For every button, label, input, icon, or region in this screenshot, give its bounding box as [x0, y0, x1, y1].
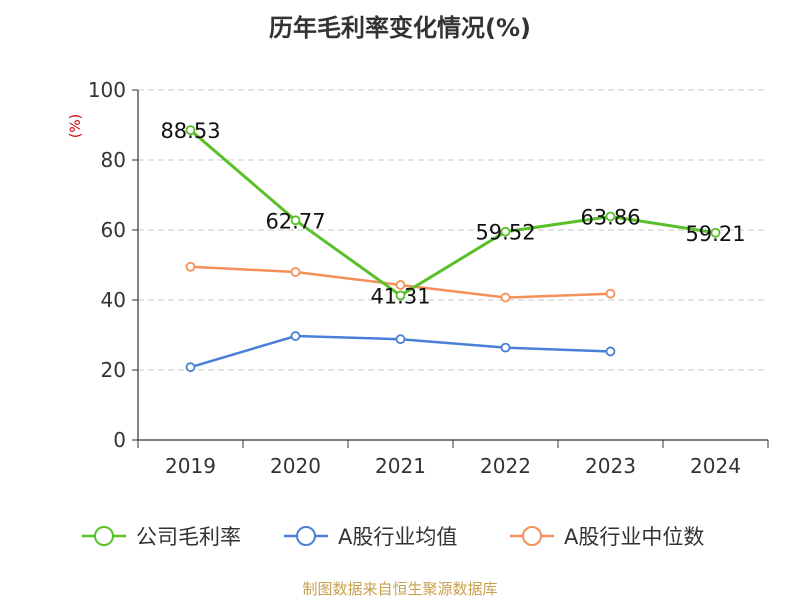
grid-lines — [138, 89, 768, 371]
y-tick-label: 20 — [101, 358, 126, 382]
data-point — [185, 125, 196, 136]
y-tick-label: 0 — [113, 428, 126, 452]
y-tick-label: 60 — [101, 218, 126, 242]
data-label: 62.77 — [265, 209, 325, 233]
x-tick-label: 2020 — [270, 454, 321, 478]
x-tick-label: 2021 — [375, 454, 426, 478]
series-lines — [185, 125, 721, 373]
axes: 0 20 40 60 80 100(%) 2019 2020 2021 2022 2023 2024 — [68, 78, 769, 478]
data-point — [500, 342, 511, 353]
data-label: 88.53 — [160, 119, 220, 143]
y-tick-label: 40 — [101, 288, 126, 312]
data-label: 41.31 — [370, 284, 430, 308]
legend-label: A股行业中位数 — [564, 525, 704, 549]
x-tick-label: 2024 — [690, 454, 741, 478]
data-label: 63.86 — [580, 205, 640, 229]
data-point — [605, 288, 616, 299]
data-point — [290, 215, 301, 226]
source-note: 制图数据来自恒生聚源数据库 — [302, 580, 498, 598]
data-labels: 88.53 62.77 41.31 59.52 63.86 59.21 — [160, 119, 745, 308]
data-point — [185, 261, 196, 272]
data-point — [500, 292, 511, 303]
data-label: 59.52 — [475, 221, 535, 245]
data-point — [185, 362, 196, 373]
series-line — [189, 129, 716, 297]
legend-marker — [296, 526, 316, 546]
data-point — [395, 290, 406, 301]
data-point — [710, 227, 721, 238]
legend-marker — [522, 526, 542, 546]
data-point — [290, 267, 301, 277]
x-tick-label: 2023 — [585, 454, 636, 478]
x-tick-label: 2022 — [480, 454, 531, 478]
y-tick-label: 80 — [101, 148, 126, 172]
data-point — [395, 280, 406, 290]
y-tick-label: 100 — [88, 78, 126, 102]
data-point — [290, 331, 301, 341]
legend: 公司毛利率 A股行业均值 A股行业中位数 — [82, 525, 704, 549]
chart-title: 历年毛利率变化情况(%) — [269, 14, 531, 42]
data-point — [500, 226, 511, 237]
data-point — [605, 211, 616, 222]
data-label: 59.21 — [685, 222, 745, 246]
legend-marker — [94, 526, 114, 546]
legend-label: A股行业均值 — [338, 525, 457, 549]
data-point — [605, 346, 616, 357]
legend-label: 公司毛利率 — [136, 525, 241, 549]
data-point — [395, 334, 406, 345]
y-axis-label: (%) — [68, 114, 84, 138]
x-tick-label: 2019 — [165, 454, 216, 478]
